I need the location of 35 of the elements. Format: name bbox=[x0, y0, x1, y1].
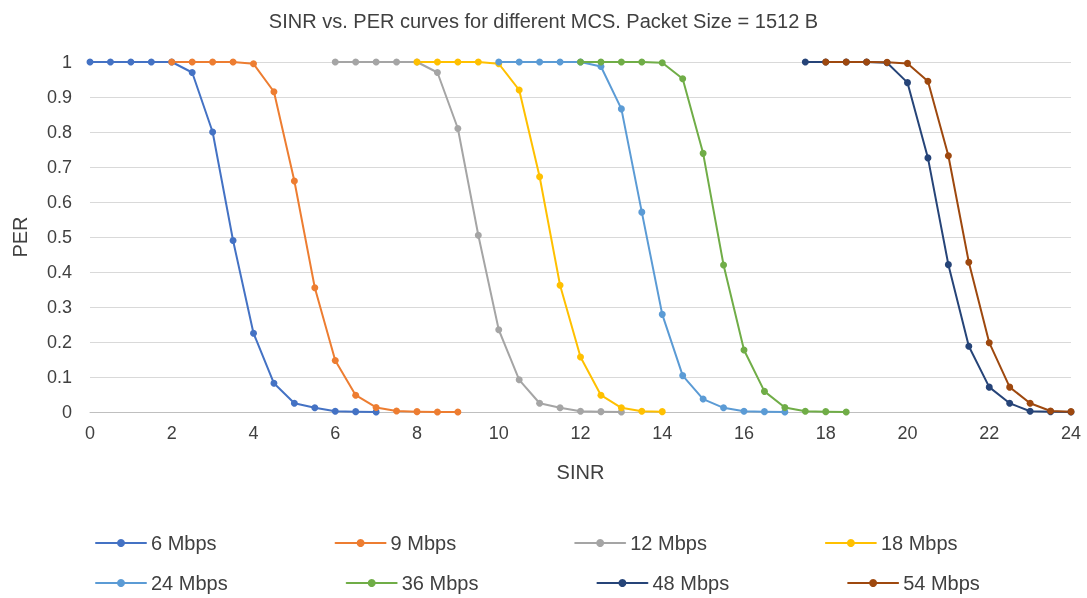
x-tick-label: 20 bbox=[897, 423, 918, 443]
legend-label: 12 Mbps bbox=[630, 532, 707, 554]
y-tick-label: 0.3 bbox=[46, 297, 72, 317]
chart-title: SINR vs. PER curves for different MCS. Packet Size = 1512 B bbox=[268, 10, 819, 32]
x-tick-label: 12 bbox=[570, 423, 591, 443]
x-tick-label: 10 bbox=[488, 423, 509, 443]
legend-label: 18 Mbps bbox=[880, 532, 958, 554]
y-tick-label: 0.8 bbox=[46, 122, 72, 142]
y-tick-label: 1 bbox=[61, 52, 72, 72]
x-tick-label: 2 bbox=[166, 423, 177, 443]
y-tick-label: 0.7 bbox=[46, 157, 72, 177]
y-tick-label: 0.6 bbox=[46, 192, 72, 212]
legend-label: 48 Mbps bbox=[652, 572, 730, 594]
y-tick-label: 0.5 bbox=[46, 227, 72, 247]
legend-label: 36 Mbps bbox=[401, 572, 479, 594]
x-axis-title: SINR bbox=[556, 461, 605, 483]
y-axis-title: PER bbox=[9, 216, 31, 258]
y-tick-label: 0.2 bbox=[46, 332, 72, 352]
legend-label: 9 Mbps bbox=[390, 532, 457, 554]
x-tick-label: 22 bbox=[979, 423, 1000, 443]
x-tick-label: 14 bbox=[652, 423, 673, 443]
legend-label: 24 Mbps bbox=[151, 572, 228, 594]
x-tick-label: 6 bbox=[330, 423, 341, 443]
x-tick-label: 18 bbox=[815, 423, 836, 443]
x-tick-label: 16 bbox=[733, 423, 755, 443]
x-tick-label: 0 bbox=[84, 423, 96, 443]
y-tick-label: 0 bbox=[61, 402, 72, 422]
y-tick-label: 0.4 bbox=[46, 262, 72, 282]
legend-label: 6 Mbps bbox=[151, 532, 217, 554]
x-tick-label: 24 bbox=[1060, 423, 1082, 443]
y-tick-label: 0.1 bbox=[46, 367, 72, 387]
x-tick-label: 8 bbox=[411, 423, 423, 443]
legend-label: 54 Mbps bbox=[903, 572, 980, 594]
x-tick-label: 4 bbox=[248, 423, 259, 443]
y-tick-label: 0.9 bbox=[46, 87, 72, 107]
